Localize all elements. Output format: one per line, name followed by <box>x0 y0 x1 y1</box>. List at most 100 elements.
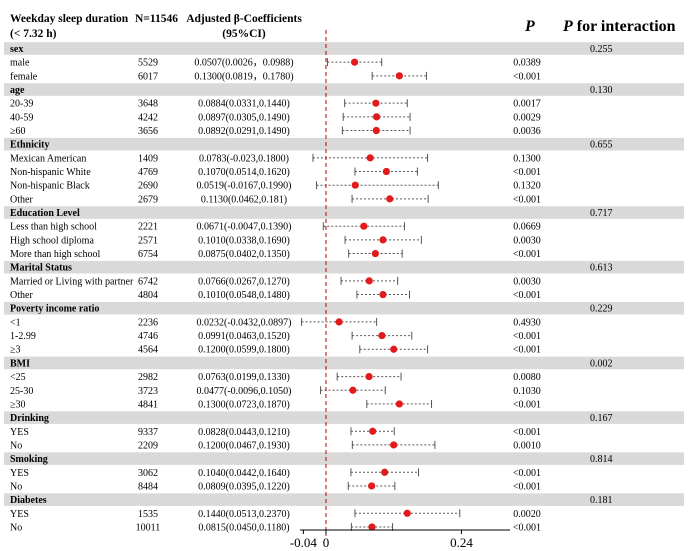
row-n: 4242 <box>138 112 158 123</box>
row-label: YES <box>10 427 29 438</box>
row-n: 2236 <box>138 317 158 328</box>
p-interaction: 0.167 <box>590 413 613 424</box>
row-p-value: 0.0669 <box>513 222 541 233</box>
row-beta-ci: 0.1010(0.0338,0.1690) <box>198 235 290 246</box>
row-n: 3648 <box>138 99 158 110</box>
point-estimate <box>373 113 381 121</box>
row-beta-ci: 0.0897(0.0305,0.1490) <box>198 112 290 123</box>
group-band <box>4 260 684 274</box>
p-interaction: 0.255 <box>590 44 613 55</box>
row-label: More than high school <box>10 249 100 260</box>
row-label: No <box>10 481 22 492</box>
point-estimate <box>371 249 379 258</box>
row-n: 3062 <box>138 468 158 479</box>
point-estimate <box>395 72 403 80</box>
point-estimate <box>368 523 376 531</box>
row-p-value: 0.0080 <box>513 372 541 383</box>
row-label: <25 <box>10 372 26 383</box>
p-interaction: 0.229 <box>590 304 613 315</box>
row-beta-ci: 0.1200(0.0599,0.1800) <box>198 345 290 356</box>
x-axis: -0.04 0 0.24 <box>290 529 510 550</box>
header-beta-line2: (95%CI) <box>222 28 266 40</box>
row-beta-ci: 0.0519(-0.0167,0.1990) <box>197 181 292 192</box>
point-estimate <box>365 372 373 381</box>
point-estimate <box>351 181 359 189</box>
row-n: 9337 <box>138 427 158 438</box>
group-band <box>4 42 684 55</box>
row-n: 2690 <box>138 181 158 192</box>
x-axis-tick-label: 0.24 <box>450 535 473 550</box>
row-n: 2221 <box>138 222 158 233</box>
row-p-value: 0.1320 <box>513 181 541 192</box>
x-axis-tick-label: -0.04 <box>290 535 318 550</box>
row-p-value: 0.4930 <box>513 317 541 328</box>
p-interaction: 0.814 <box>590 454 613 465</box>
row-label: No <box>10 522 22 533</box>
point-estimate <box>349 386 357 394</box>
row-p-value: <0.001 <box>513 345 541 356</box>
row-beta-ci: 0.1300(0.0819，0.1780) <box>194 71 293 82</box>
row-n: 4804 <box>138 290 158 301</box>
point-estimate <box>365 277 373 285</box>
row-n: 6742 <box>138 276 158 287</box>
row-beta-ci: 0.0766(0.0267,0.1270) <box>198 276 290 287</box>
row-beta-ci: 0.0783(-0.023,0.1800) <box>199 153 289 164</box>
p-interaction: 0.130 <box>590 85 613 96</box>
row-label: Less than high school <box>10 222 97 233</box>
row-p-value: 0.0030 <box>513 276 541 287</box>
group-label: Diabetes <box>10 495 47 506</box>
row-beta-ci: 0.0671(-0.0047,0.1390) <box>197 222 292 233</box>
group-label: sex <box>10 44 23 55</box>
row-beta-ci: 0.0875(0.0402,0.1350) <box>198 249 290 260</box>
row-n: 4746 <box>138 331 158 342</box>
row-p-value: <0.001 <box>513 167 541 178</box>
header-p: P <box>524 18 535 35</box>
row-label: male <box>10 58 30 69</box>
group-label: Drinking <box>10 413 49 424</box>
header-duration-line2: (< 7.32 h) <box>10 28 57 40</box>
row-beta-ci: 0.0809(0.0395,0.1220) <box>198 481 290 492</box>
group-band <box>4 356 684 370</box>
row-label: Mexican American <box>10 153 86 164</box>
row-label: Married or Living with partner <box>10 276 134 287</box>
point-estimate <box>390 345 398 353</box>
row-beta-ci: 0.1440(0.0513,0.2370) <box>198 509 290 520</box>
row-n: 2571 <box>138 235 158 246</box>
row-p-value: <0.001 <box>513 481 541 492</box>
group-band <box>4 411 684 424</box>
header-n: N=11546 <box>135 13 178 25</box>
point-estimate <box>381 468 389 476</box>
row-n: 2209 <box>138 440 158 451</box>
row-label: YES <box>10 509 29 520</box>
row-n: 3656 <box>138 126 158 137</box>
row-label: Other <box>10 290 33 301</box>
row-beta-ci: 0.1010(0.0548,0.1480) <box>198 290 290 301</box>
row-label: Other <box>10 194 33 205</box>
point-estimate <box>390 441 398 449</box>
row-label: YES <box>10 468 29 479</box>
x-axis-tick-label: 0 <box>323 535 330 550</box>
row-beta-ci: 0.0828(0.0443,0.1210) <box>198 427 290 438</box>
row-label: 25-30 <box>10 386 33 397</box>
header-beta-line1: Adjusted β-Coefficients <box>186 13 302 25</box>
group-label: Marital Status <box>10 263 72 274</box>
point-estimate <box>372 126 380 135</box>
row-n: 6754 <box>138 249 158 260</box>
row-p-value: 0.1030 <box>513 386 541 397</box>
row-beta-ci: 0.0815(0.0450,0.1180) <box>198 522 289 533</box>
group-label: Education Level <box>10 208 80 219</box>
point-estimate <box>350 58 359 66</box>
row-n: 2982 <box>138 372 158 383</box>
row-p-value: 0.0389 <box>513 58 541 69</box>
row-label: High school diploma <box>10 235 94 246</box>
row-p-value: <0.001 <box>513 427 541 438</box>
row-label: No <box>10 440 22 451</box>
row-beta-ci: 0.1200(0.0467,0.1930) <box>198 440 290 451</box>
point-estimate <box>382 167 390 176</box>
header-duration-line1: Weekday sleep duration <box>10 13 129 25</box>
table-rows: sex 0.255 male 5529 0.0507(0.0026，0.0988) 0.0… <box>10 44 613 533</box>
group-band <box>4 137 684 151</box>
row-label: ≥3 <box>10 345 21 356</box>
group-band <box>4 206 684 219</box>
point-estimate <box>360 222 368 230</box>
